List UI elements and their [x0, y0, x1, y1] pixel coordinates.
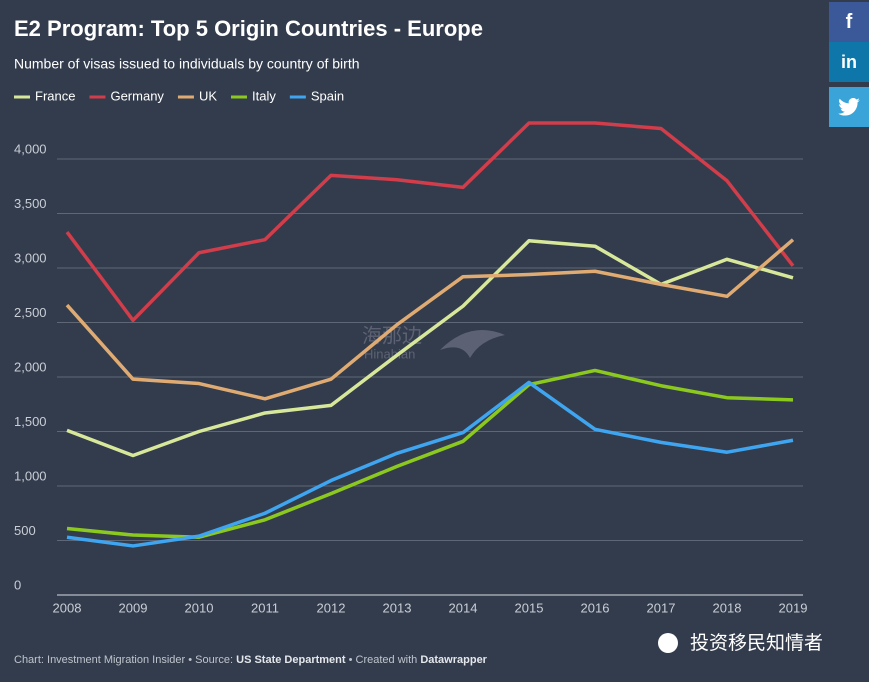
- account-name: 投资移民知情者: [690, 632, 823, 654]
- series-line: [66, 368, 794, 539]
- linkedin-button[interactable]: in: [829, 42, 869, 82]
- twitter-icon: [838, 98, 860, 116]
- footer-source: US State Department: [236, 654, 346, 666]
- footer: Chart: Investment Migration Insider • So…: [14, 654, 487, 666]
- y-tick-label: 2,000: [14, 359, 47, 374]
- y-tick-label: 0: [14, 577, 21, 592]
- x-tick-label: 2011: [251, 600, 279, 615]
- series-line: [66, 239, 794, 458]
- wechat-icon: [658, 633, 678, 653]
- x-tick-label: 2010: [185, 600, 214, 615]
- x-tick-label: 2012: [317, 600, 346, 615]
- x-tick-label: 2014: [449, 600, 478, 615]
- x-tick-label: 2019: [779, 600, 808, 615]
- facebook-button[interactable]: f: [829, 2, 869, 42]
- series-line: [66, 380, 794, 548]
- y-tick-label: 4,000: [14, 141, 47, 156]
- y-tick-label: 3,000: [14, 250, 47, 265]
- x-tick-label: 2018: [713, 600, 742, 615]
- watermark-logo: [440, 330, 505, 358]
- y-tick-label: 500: [14, 523, 36, 538]
- y-tick-label: 1,000: [14, 468, 47, 483]
- account: 投资移民知情者: [658, 632, 823, 654]
- y-tick-label: 2,500: [14, 305, 47, 320]
- series-line: [65, 238, 795, 401]
- legend-label: France: [35, 88, 75, 103]
- x-tick-label: 2008: [53, 600, 82, 615]
- legend-label: Germany: [110, 88, 164, 103]
- x-tick-label: 2013: [383, 600, 412, 615]
- legend-label: UK: [199, 88, 217, 103]
- x-tick-label: 2016: [581, 600, 610, 615]
- footer-tool: Datawrapper: [420, 654, 487, 666]
- footer-prefix: Chart: Investment Migration Insider • So…: [14, 654, 237, 666]
- y-tick-label: 3,500: [14, 196, 47, 211]
- twitter-button[interactable]: [829, 87, 869, 127]
- legend-label: Italy: [252, 88, 276, 103]
- footer-middle: • Created with: [345, 654, 421, 666]
- x-tick-label: 2015: [515, 600, 544, 615]
- x-tick-label: 2009: [119, 600, 148, 615]
- chart-title: E2 Program: Top 5 Origin Countries - Eur…: [14, 16, 483, 41]
- y-tick-label: 1,500: [14, 414, 47, 429]
- x-tick-label: 2017: [647, 600, 676, 615]
- legend-label: Spain: [311, 88, 344, 103]
- chart-subtitle: Number of visas issued to individuals by…: [14, 56, 360, 72]
- series-line: [65, 121, 795, 323]
